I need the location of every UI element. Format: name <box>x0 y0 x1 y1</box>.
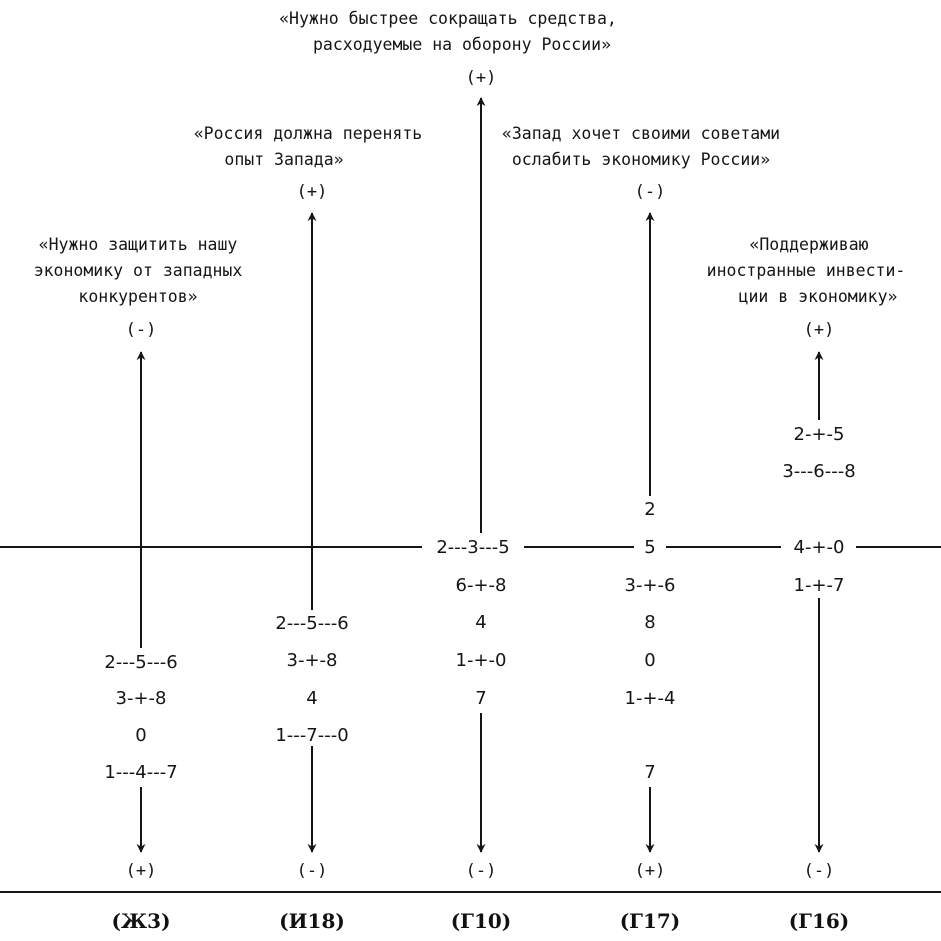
cluster-label: 1---4---7 <box>104 762 177 783</box>
statement-line: иностранные инвести- <box>707 261 906 280</box>
column-g16: «Поддерживаю иностранные инвести- ции в … <box>707 235 906 933</box>
bottom-sign: (-) <box>297 861 328 881</box>
cluster-label: 1-+-7 <box>794 575 845 596</box>
top-sign: (+) <box>297 182 328 202</box>
cluster-label: 3-+-8 <box>116 688 167 709</box>
top-sign: (-) <box>635 182 666 202</box>
cluster-label: 0 <box>644 650 655 671</box>
statement-line: «Нужно защитить нашу <box>39 235 238 254</box>
statement-line: ции в экономику» <box>739 287 898 306</box>
statement-line: конкурентов» <box>78 287 197 306</box>
statement-line: «Россия должна перенять <box>194 124 422 143</box>
cluster-label: 2---3---5 <box>436 537 509 558</box>
statement-line: экономику от западных <box>34 261 243 280</box>
respondent-code: (Г17) <box>620 909 681 933</box>
cluster-label: 2 <box>644 499 655 520</box>
statement-line: опыт Запада» <box>224 150 343 169</box>
cluster-label: 1-+-0 <box>456 650 507 671</box>
column-zh3: «Нужно защитить нашу экономику от западн… <box>34 235 243 933</box>
cluster-label: 6-+-8 <box>456 575 507 596</box>
cluster-label: 5 <box>644 537 655 558</box>
cluster-label: 1-+-4 <box>625 688 676 709</box>
cluster-label: 4-+-0 <box>794 537 845 558</box>
cluster-label: 0 <box>135 725 146 746</box>
respondent-code: (И18) <box>279 909 345 933</box>
bottom-sign: (-) <box>466 861 497 881</box>
column-g10: «Нужно быстрее сокращать средства, расхо… <box>279 9 617 933</box>
statement-line: «Запад хочет своими советами <box>502 124 780 143</box>
top-sign: (+) <box>804 320 835 340</box>
cluster-label: 4 <box>475 612 486 633</box>
statement-line: расходуемые на оборону России» <box>313 35 611 54</box>
statement-line: ослабить экономику России» <box>512 150 770 169</box>
bottom-sign: (+) <box>126 861 157 881</box>
cluster-label: 7 <box>475 688 486 709</box>
column-g17: «Запад хочет своими советами ослабить эк… <box>502 124 780 933</box>
cluster-label: 2-+-5 <box>794 424 845 445</box>
top-sign: (-) <box>126 320 157 340</box>
cluster-label: 3-+-6 <box>625 575 676 596</box>
respondent-code: (Г10) <box>451 909 512 933</box>
respondent-code: (Г16) <box>789 909 850 933</box>
cluster-label: 4 <box>306 688 317 709</box>
cluster-label: 2---5---6 <box>104 652 177 673</box>
cluster-label: 2---5---6 <box>275 613 348 634</box>
respondent-code: (Ж3) <box>111 909 170 933</box>
cluster-label: 1---7---0 <box>275 725 348 746</box>
statement-line: «Поддерживаю <box>749 235 868 254</box>
bottom-sign: (-) <box>804 861 835 881</box>
cluster-label: 3---6---8 <box>782 461 855 482</box>
cluster-label: 8 <box>644 612 655 633</box>
cluster-label: 7 <box>644 762 655 783</box>
column-i18: «Россия должна перенять опыт Запада» (+)… <box>194 124 422 933</box>
top-sign: (+) <box>466 68 497 88</box>
cluster-label: 3-+-8 <box>287 650 338 671</box>
bottom-sign: (+) <box>635 861 666 881</box>
statement-line: «Нужно быстрее сокращать средства, <box>279 9 617 28</box>
